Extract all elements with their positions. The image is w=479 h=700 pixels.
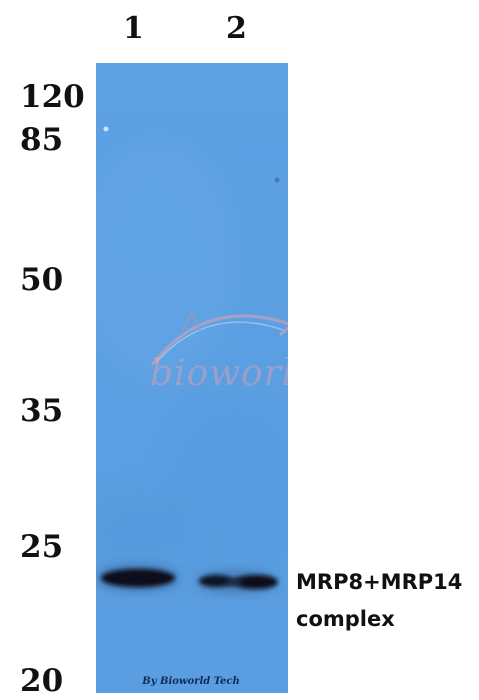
mw-marker-120: 120 — [20, 79, 85, 115]
membrane-speck — [103, 126, 109, 132]
mw-marker-20: 20 — [20, 663, 64, 699]
membrane-shading — [96, 493, 186, 573]
lane-1-label: 1 — [123, 11, 144, 46]
membrane-shading — [166, 403, 288, 583]
membrane-shading — [96, 143, 236, 383]
band-label-line2: complex — [296, 607, 395, 631]
mw-marker-35: 35 — [20, 393, 64, 429]
membrane-speck — [274, 177, 280, 183]
lane-2-label: 2 — [226, 11, 247, 46]
blot-membrane: bioworld — [96, 63, 288, 693]
credit-text: By Bioworld Tech — [142, 676, 240, 687]
mw-marker-25: 25 — [20, 529, 64, 565]
band-label-line1: MRP8+MRP14 — [296, 570, 463, 594]
bioworld-watermark-text: bioworld — [150, 353, 288, 394]
mw-marker-50: 50 — [20, 262, 64, 298]
band-lane-1 — [98, 567, 178, 589]
band-lane-2 — [196, 573, 278, 591]
mw-marker-85: 85 — [20, 122, 64, 158]
bioworld-logo-watermark — [150, 310, 288, 366]
